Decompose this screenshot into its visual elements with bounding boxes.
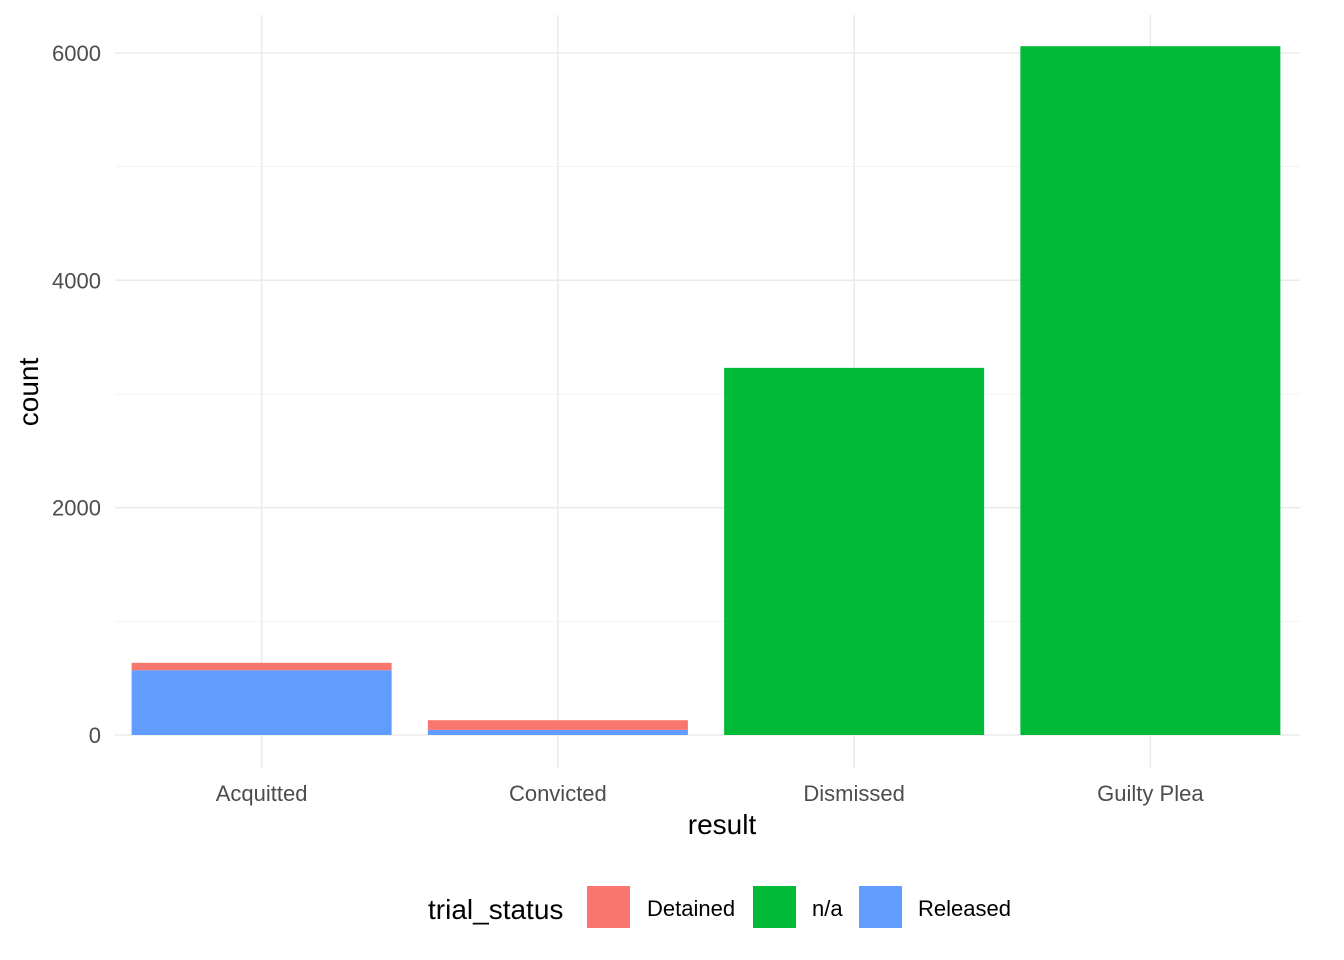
legend-title: trial_status — [428, 894, 563, 925]
x-tick-label: Acquitted — [216, 781, 308, 806]
bars — [131, 46, 1281, 736]
x-tick-label: Guilty Plea — [1097, 781, 1204, 806]
legend-key-released — [859, 886, 902, 928]
legend-key-detained — [587, 886, 630, 928]
y-tick-label: 4000 — [52, 268, 101, 293]
bar-guilty-plea-n-a — [1020, 46, 1281, 736]
y-axis-ticks: 0 2000 4000 6000 — [52, 41, 101, 748]
legend: trial_status Detained n/a Released — [428, 886, 1011, 928]
legend-key-n-a — [753, 886, 796, 928]
bar-acquitted-released — [131, 670, 392, 735]
legend-label: Released — [918, 896, 1011, 921]
y-tick-label: 2000 — [52, 496, 101, 521]
y-tick-label: 6000 — [52, 41, 101, 66]
y-tick-label: 0 — [89, 723, 101, 748]
bar-convicted-detained — [427, 720, 688, 730]
legend-label: n/a — [812, 896, 843, 921]
y-axis-title: count — [13, 358, 44, 427]
x-tick-label: Convicted — [509, 781, 607, 806]
bar-acquitted-detained — [131, 662, 392, 671]
x-axis-title: result — [688, 809, 757, 840]
legend-label: Detained — [647, 896, 735, 921]
bar-dismissed-n-a — [724, 367, 985, 735]
x-axis-ticks: Acquitted Convicted Dismissed Guilty Plea — [216, 781, 1205, 806]
x-tick-label: Dismissed — [803, 781, 904, 806]
bar-convicted-released — [427, 729, 688, 735]
